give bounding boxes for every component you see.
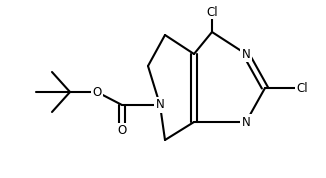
Text: Cl: Cl	[206, 6, 218, 19]
Text: O: O	[92, 85, 102, 98]
Text: N: N	[242, 48, 250, 61]
Text: Cl: Cl	[296, 82, 308, 95]
Text: O: O	[117, 124, 126, 137]
Text: N: N	[156, 98, 164, 111]
Text: N: N	[242, 116, 250, 129]
